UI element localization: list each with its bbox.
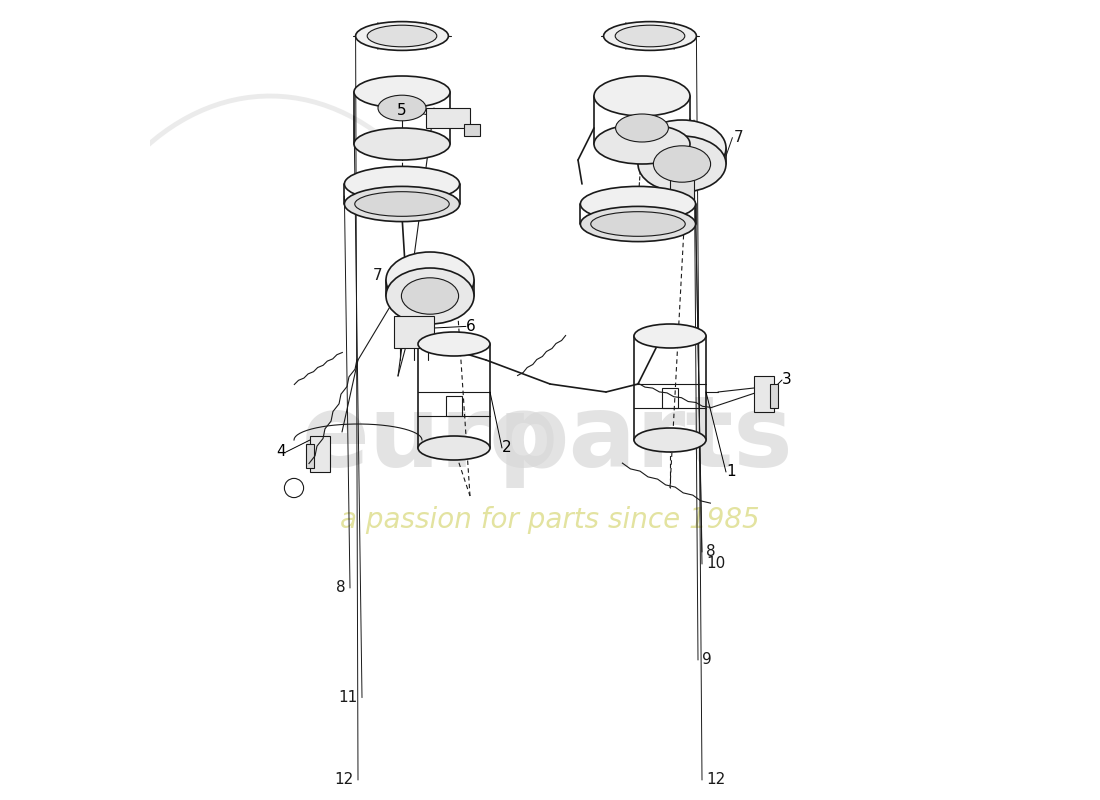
Text: 8: 8 — [706, 545, 716, 559]
Bar — [306, 444, 313, 468]
Bar — [426, 108, 470, 128]
Text: 8: 8 — [337, 581, 346, 595]
Ellipse shape — [344, 166, 460, 202]
Text: a passion for parts since 1985: a passion for parts since 1985 — [340, 506, 760, 534]
Text: 12: 12 — [334, 773, 354, 787]
Text: euro: euro — [301, 391, 559, 489]
Text: parts: parts — [498, 391, 794, 489]
Ellipse shape — [386, 252, 474, 308]
Ellipse shape — [378, 95, 426, 121]
Ellipse shape — [615, 26, 685, 46]
Ellipse shape — [634, 428, 706, 452]
Ellipse shape — [367, 26, 437, 46]
Text: 10: 10 — [706, 557, 725, 571]
Text: 11: 11 — [339, 690, 358, 705]
Ellipse shape — [594, 124, 690, 164]
Bar — [394, 316, 435, 348]
Text: 7: 7 — [734, 130, 744, 145]
Ellipse shape — [638, 120, 726, 176]
Text: 7: 7 — [373, 269, 382, 283]
Ellipse shape — [638, 136, 726, 192]
Ellipse shape — [418, 332, 490, 356]
Bar — [754, 376, 774, 412]
Text: 3: 3 — [782, 373, 792, 387]
Ellipse shape — [653, 146, 711, 182]
Bar — [310, 436, 330, 472]
Ellipse shape — [402, 278, 459, 314]
Bar — [670, 180, 694, 200]
Ellipse shape — [354, 76, 450, 108]
Text: 1: 1 — [726, 465, 736, 479]
Bar — [464, 124, 481, 136]
Ellipse shape — [591, 212, 685, 236]
Text: 9: 9 — [702, 653, 712, 667]
Ellipse shape — [594, 76, 690, 116]
Ellipse shape — [581, 186, 695, 222]
Ellipse shape — [344, 186, 460, 222]
Ellipse shape — [354, 128, 450, 160]
Ellipse shape — [634, 324, 706, 348]
Ellipse shape — [418, 436, 490, 460]
Text: 6: 6 — [466, 319, 475, 334]
Bar — [770, 384, 778, 408]
Ellipse shape — [355, 192, 449, 216]
Text: 2: 2 — [502, 441, 512, 455]
Text: 5: 5 — [396, 103, 406, 118]
Ellipse shape — [386, 268, 474, 324]
Ellipse shape — [355, 22, 449, 50]
Bar — [446, 396, 462, 416]
Text: 4: 4 — [276, 445, 286, 459]
Bar — [662, 388, 678, 408]
Ellipse shape — [581, 206, 695, 242]
Ellipse shape — [616, 114, 669, 142]
Text: 12: 12 — [706, 773, 725, 787]
Ellipse shape — [604, 22, 696, 50]
